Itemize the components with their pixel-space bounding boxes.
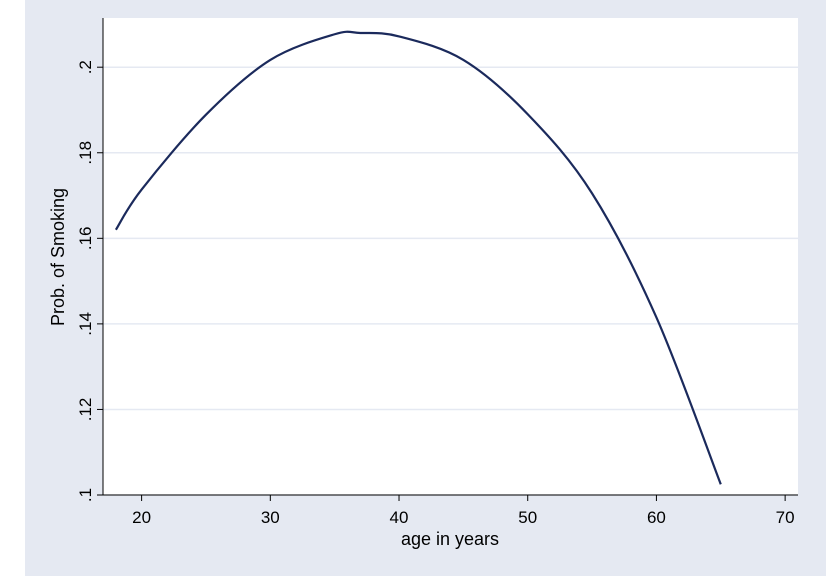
y-axis-ticks: .1 .12 .14 .16 .18 .2 (76, 60, 103, 502)
y-tick-label: .1 (76, 488, 95, 502)
plot-area (103, 18, 798, 495)
x-axis-ticks: 20 30 40 50 60 70 (132, 495, 795, 527)
series-line (114, 30, 722, 485)
x-tick-label: 20 (132, 508, 151, 527)
x-tick-label: 60 (647, 508, 666, 527)
x-tick-label: 50 (518, 508, 537, 527)
y-tick-label: .2 (76, 60, 95, 74)
x-tick-label: 40 (390, 508, 409, 527)
y-tick-label: .14 (76, 312, 95, 336)
x-axis-title: age in years (401, 529, 499, 549)
y-tick-label: .12 (76, 398, 95, 422)
x-tick-label: 30 (261, 508, 280, 527)
y-tick-label: .18 (76, 141, 95, 165)
y-axis-title: Prob. of Smoking (48, 188, 68, 326)
series-group (114, 30, 722, 485)
y-tick-label: .16 (76, 226, 95, 250)
x-tick-label: 70 (776, 508, 795, 527)
